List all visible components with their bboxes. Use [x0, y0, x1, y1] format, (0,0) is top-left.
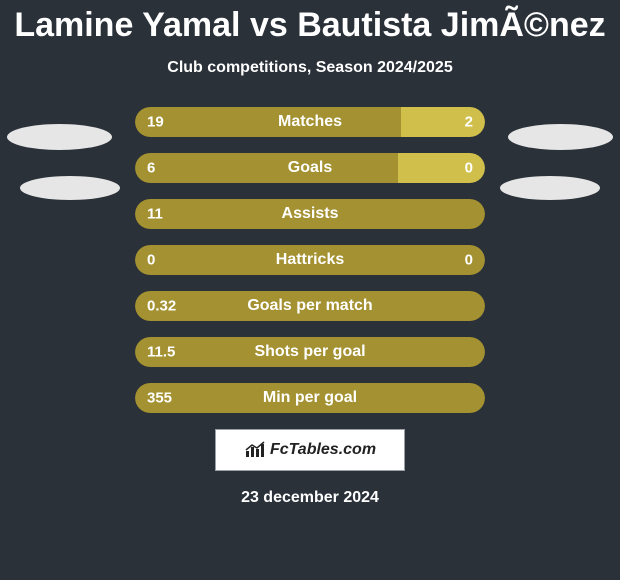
brand-box: FcTables.com [215, 429, 405, 471]
stat-label: Matches [278, 113, 342, 131]
stat-value-right: 0 [465, 252, 473, 269]
stat-value-right: 2 [465, 114, 473, 131]
chart-icon [244, 441, 266, 459]
stat-value-left: 11 [147, 206, 163, 223]
stat-value-left: 0.32 [147, 298, 176, 315]
stat-bar-track: 0 0 Hattricks [135, 245, 485, 275]
stat-label: Assists [282, 205, 339, 223]
date-text: 23 december 2024 [0, 489, 620, 507]
stat-row: 0 0 Hattricks [135, 245, 485, 275]
player-right-badge-top [508, 124, 613, 150]
stat-row: 19 2 Matches [135, 107, 485, 137]
stat-bar-track: 0.32 Goals per match [135, 291, 485, 321]
stat-bar-track: 11 Assists [135, 199, 485, 229]
stat-row: 355 Min per goal [135, 383, 485, 413]
stat-value-left: 19 [147, 114, 164, 131]
stat-value-left: 0 [147, 252, 155, 269]
stat-label: Min per goal [263, 389, 357, 407]
stat-row: 0.32 Goals per match [135, 291, 485, 321]
stat-rows: 19 2 Matches 6 0 Goals 11 Assists 0 0 Hattricks 0.3… [135, 107, 485, 413]
stat-label: Goals [288, 159, 332, 177]
stat-bar-left [135, 107, 401, 137]
comparison-infographic: Lamine Yamal vs Bautista JimÃ©nez Club c… [0, 0, 620, 580]
stat-label: Hattricks [276, 251, 344, 269]
stat-bar-track: 355 Min per goal [135, 383, 485, 413]
player-left-badge-bottom [20, 176, 120, 200]
stat-label: Shots per goal [254, 343, 365, 361]
player-right-badge-bottom [500, 176, 600, 200]
stat-label: Goals per match [247, 297, 372, 315]
stat-bar-track: 19 2 Matches [135, 107, 485, 137]
brand-text: FcTables.com [270, 441, 376, 459]
subtitle: Club competitions, Season 2024/2025 [0, 59, 620, 77]
stat-value-left: 11.5 [147, 344, 175, 361]
stat-row: 11.5 Shots per goal [135, 337, 485, 367]
player-left-badge-top [7, 124, 112, 150]
stat-row: 6 0 Goals [135, 153, 485, 183]
stat-value-left: 355 [147, 390, 172, 407]
stat-bar-track: 6 0 Goals [135, 153, 485, 183]
stat-value-left: 6 [147, 160, 155, 177]
stat-value-right: 0 [465, 160, 473, 177]
stat-bar-left [135, 153, 398, 183]
stat-row: 11 Assists [135, 199, 485, 229]
stat-bar-track: 11.5 Shots per goal [135, 337, 485, 367]
page-title: Lamine Yamal vs Bautista JimÃ©nez [0, 6, 620, 45]
